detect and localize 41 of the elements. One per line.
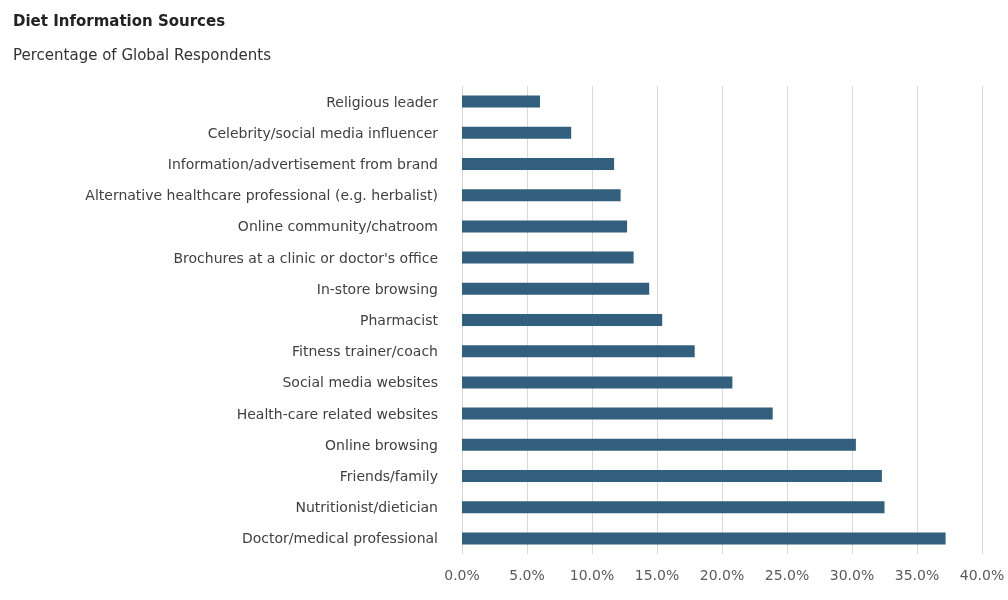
bar	[462, 376, 733, 389]
y-tick-label: Health-care related websites	[236, 405, 438, 422]
y-tick-label: Online community/chatroom	[237, 218, 438, 235]
x-tick-label: 5.0%	[509, 567, 545, 583]
x-tick-label: 10.0%	[569, 567, 615, 583]
x-tick-label: 25.0%	[764, 567, 810, 583]
y-tick-label: Social media websites	[282, 374, 438, 391]
x-tick-label: 20.0%	[699, 567, 745, 583]
y-tick-label: Alternative healthcare professional (e.g. herbalist)	[85, 187, 438, 204]
y-tick-label: Brochures at a clinic or doctor's office	[173, 249, 438, 266]
y-tick-label: Celebrity/social media influencer	[207, 124, 439, 141]
y-tick-label: Fitness trainer/coach	[291, 343, 438, 360]
bar	[462, 470, 882, 482]
bar	[462, 189, 621, 202]
bar	[462, 532, 946, 545]
x-tick-label: 0.0%	[444, 567, 480, 583]
bar	[462, 126, 572, 139]
x-tick-label: 30.0%	[829, 567, 875, 583]
y-tick-label: Friends/family	[339, 468, 438, 484]
bar	[462, 438, 856, 451]
x-tick-label: 40.0%	[959, 567, 1005, 583]
x-tick-label: 15.0%	[634, 567, 680, 583]
bar	[462, 407, 773, 420]
bar	[462, 345, 695, 358]
y-tick-label: Online browsing	[325, 436, 438, 453]
y-tick-label: Pharmacist	[360, 312, 439, 328]
bar	[462, 501, 885, 514]
bar	[462, 158, 615, 170]
x-tick-label: 35.0%	[894, 567, 940, 583]
text: Diet Information Sources	[13, 11, 226, 30]
y-tick-label: Information/advertisement from brand	[167, 156, 438, 172]
bar	[462, 251, 634, 264]
text: Percentage of Global Respondents	[13, 45, 272, 64]
bar	[462, 220, 628, 233]
bar	[462, 282, 650, 295]
y-tick-label: In-store browsing	[316, 280, 438, 297]
y-tick-label: Nutritionist/dietician	[295, 499, 438, 516]
bar	[462, 95, 540, 108]
y-tick-label: Religious leader	[326, 93, 439, 110]
y-tick-label: Doctor/medical professional	[241, 530, 438, 547]
bar	[462, 314, 663, 326]
